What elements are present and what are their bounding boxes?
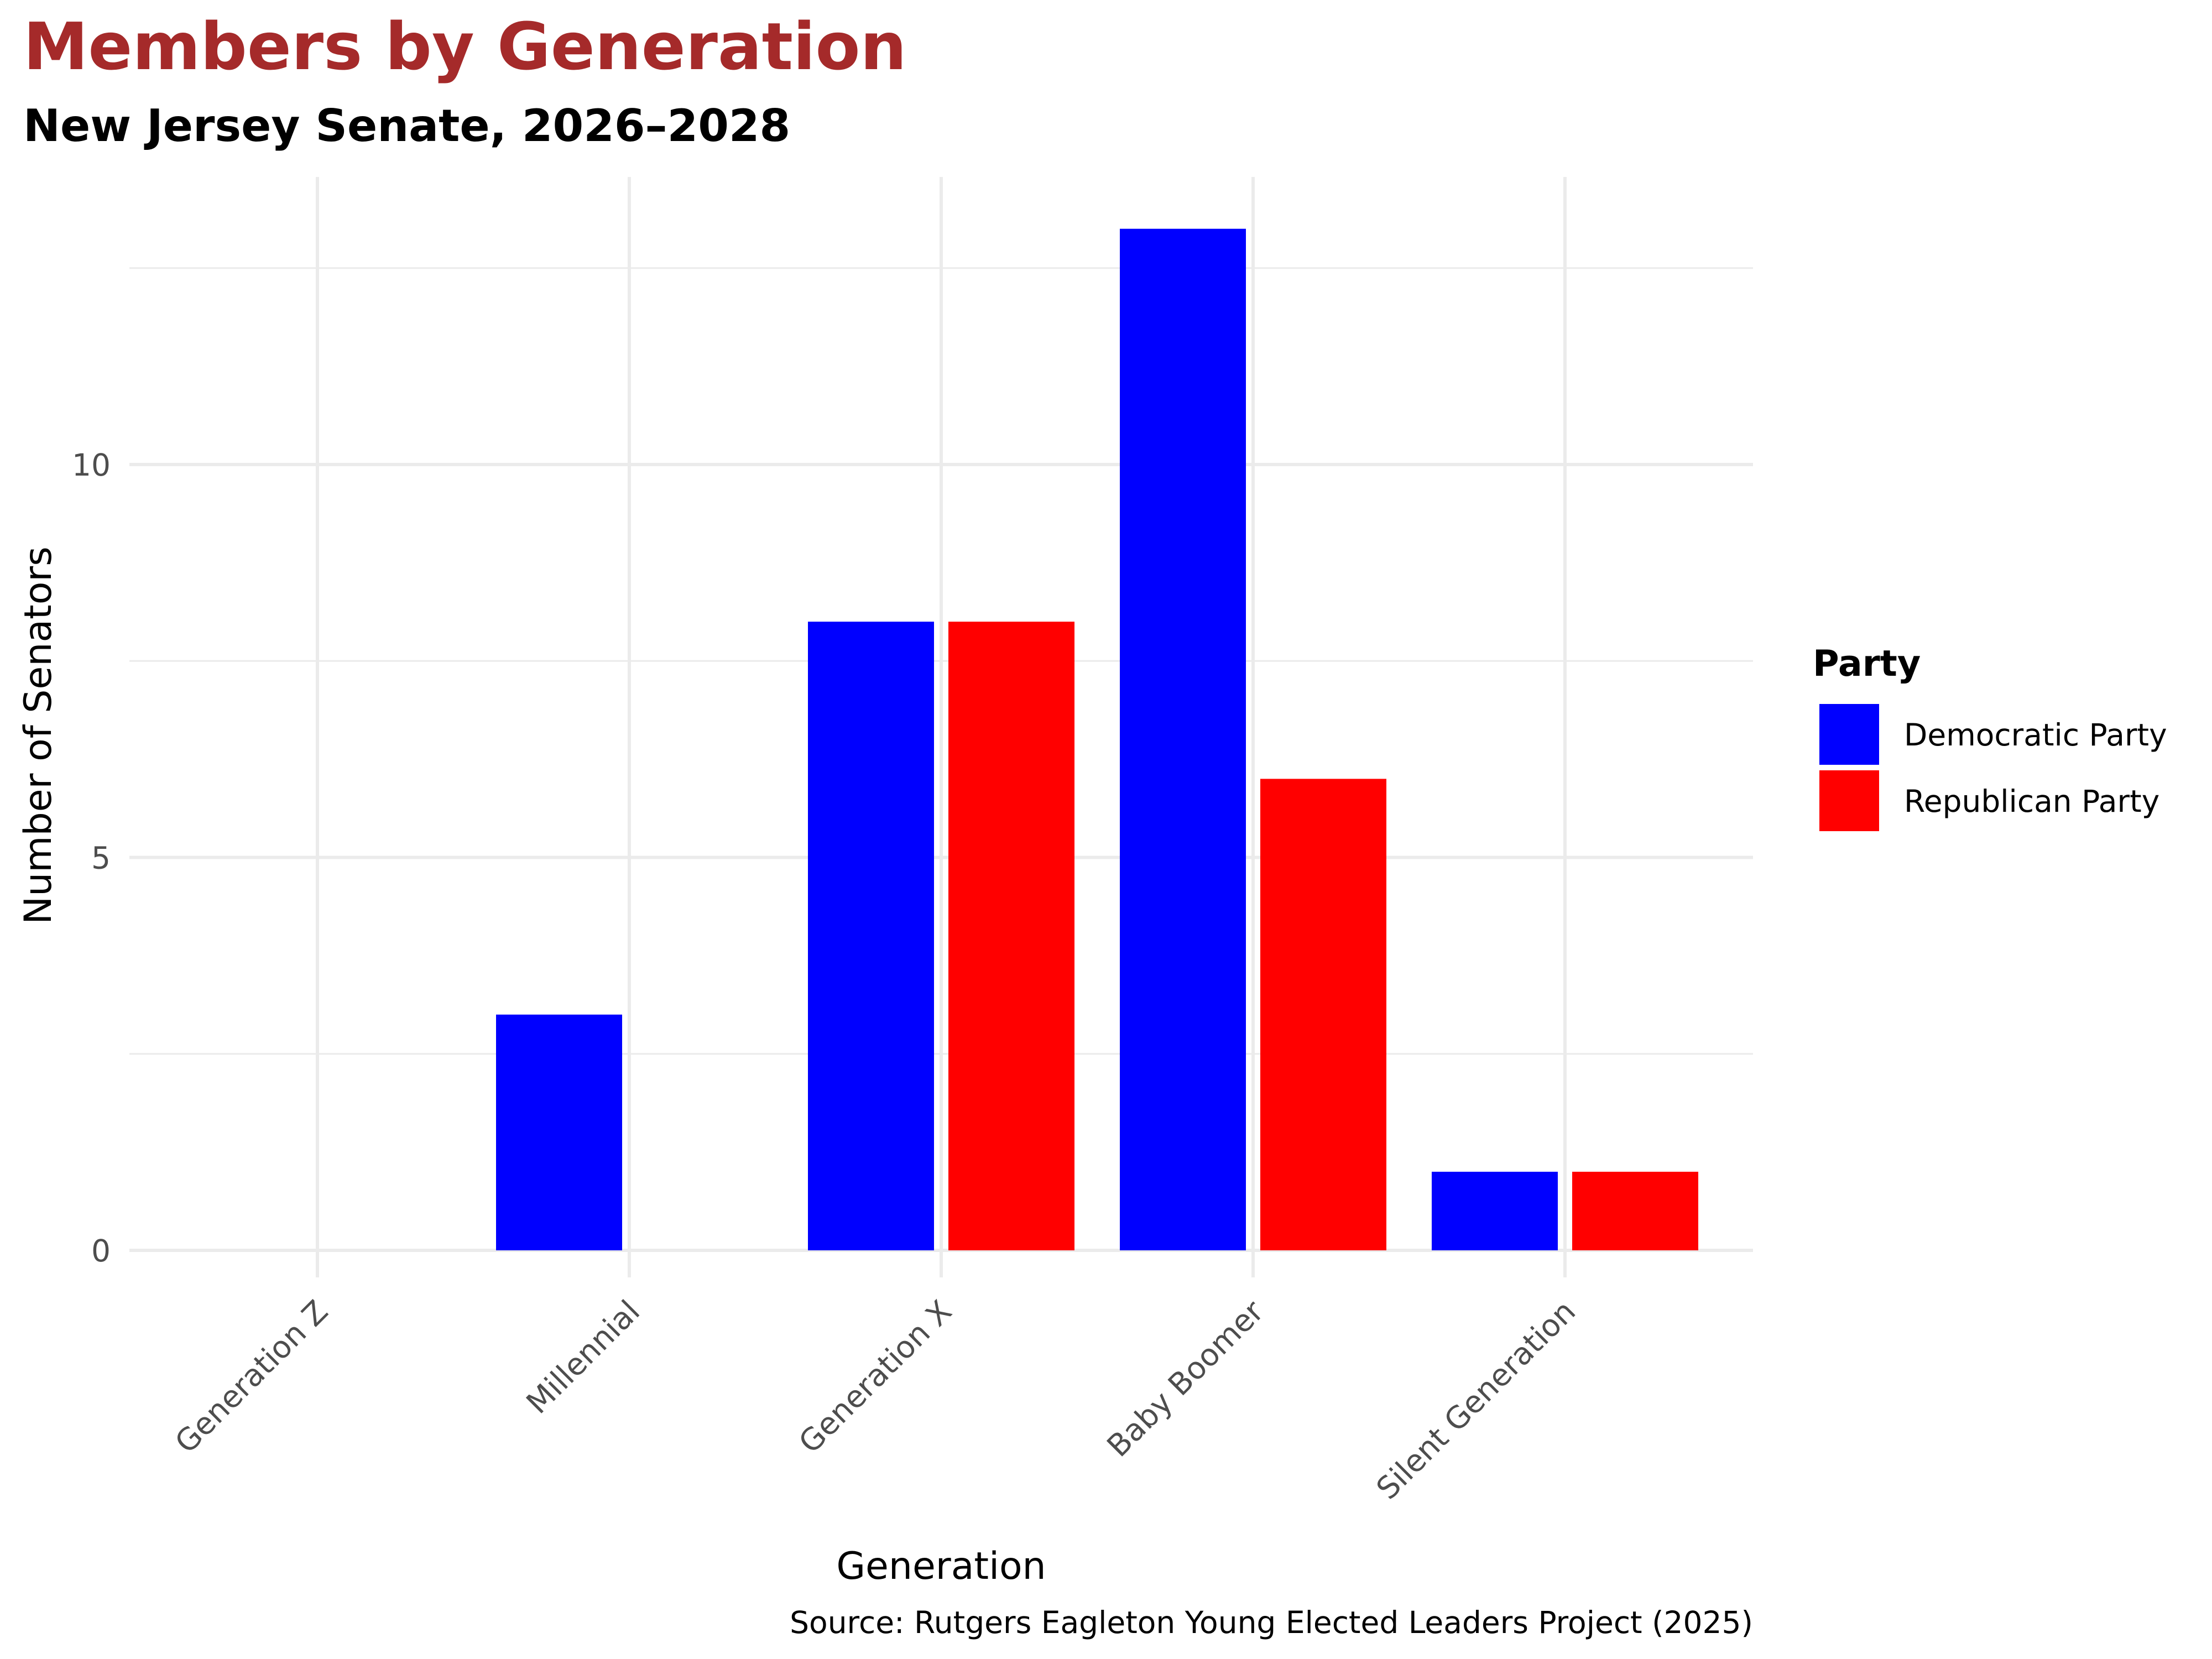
x-axis-title: Generation: [836, 1545, 1046, 1588]
legend-key-democratic-party: [1819, 704, 1879, 765]
chart-subtitle: New Jersey Senate, 2026–2028: [23, 100, 790, 152]
source-caption: Source: Rutgers Eagleton Young Elected L…: [790, 1605, 1753, 1640]
x-tick-label: Silent Generation: [1369, 1293, 1582, 1506]
legend-title: Party: [1813, 643, 1921, 685]
bar-republican-party-generation-x: [948, 622, 1074, 1250]
bar-democratic-party-generation-x: [808, 622, 934, 1250]
y-tick-label: 5: [91, 841, 111, 876]
bar-democratic-party-millennial: [496, 1014, 622, 1250]
legend: Party Democratic Party Republican Party: [1813, 643, 2167, 831]
y-tick-label: 0: [91, 1233, 111, 1269]
bar-republican-party-baby-boomer: [1260, 779, 1386, 1250]
y-axis-title: Number of Senators: [17, 546, 60, 924]
x-tick-label: Generation X: [792, 1293, 958, 1460]
y-axis: 0 5 10: [72, 447, 111, 1269]
x-tick-label: Baby Boomer: [1100, 1293, 1270, 1464]
x-axis: Generation Z Millennial Generation X Baby B…: [168, 1293, 1582, 1506]
y-tick-label: 10: [72, 447, 111, 483]
bar-democratic-party-silent-generation: [1432, 1171, 1558, 1250]
bars: [496, 228, 1698, 1251]
legend-key-republican-party: [1819, 770, 1879, 831]
chart-title: Members by Generation: [23, 8, 907, 85]
legend-label: Democratic Party: [1904, 717, 2167, 753]
gridlines: [129, 177, 1753, 1277]
bar-republican-party-silent-generation: [1572, 1171, 1698, 1250]
legend-label: Republican Party: [1904, 784, 2159, 819]
x-tick-label: Generation Z: [168, 1293, 335, 1460]
bar-democratic-party-baby-boomer: [1120, 228, 1246, 1251]
x-tick-label: Millennial: [519, 1293, 646, 1421]
